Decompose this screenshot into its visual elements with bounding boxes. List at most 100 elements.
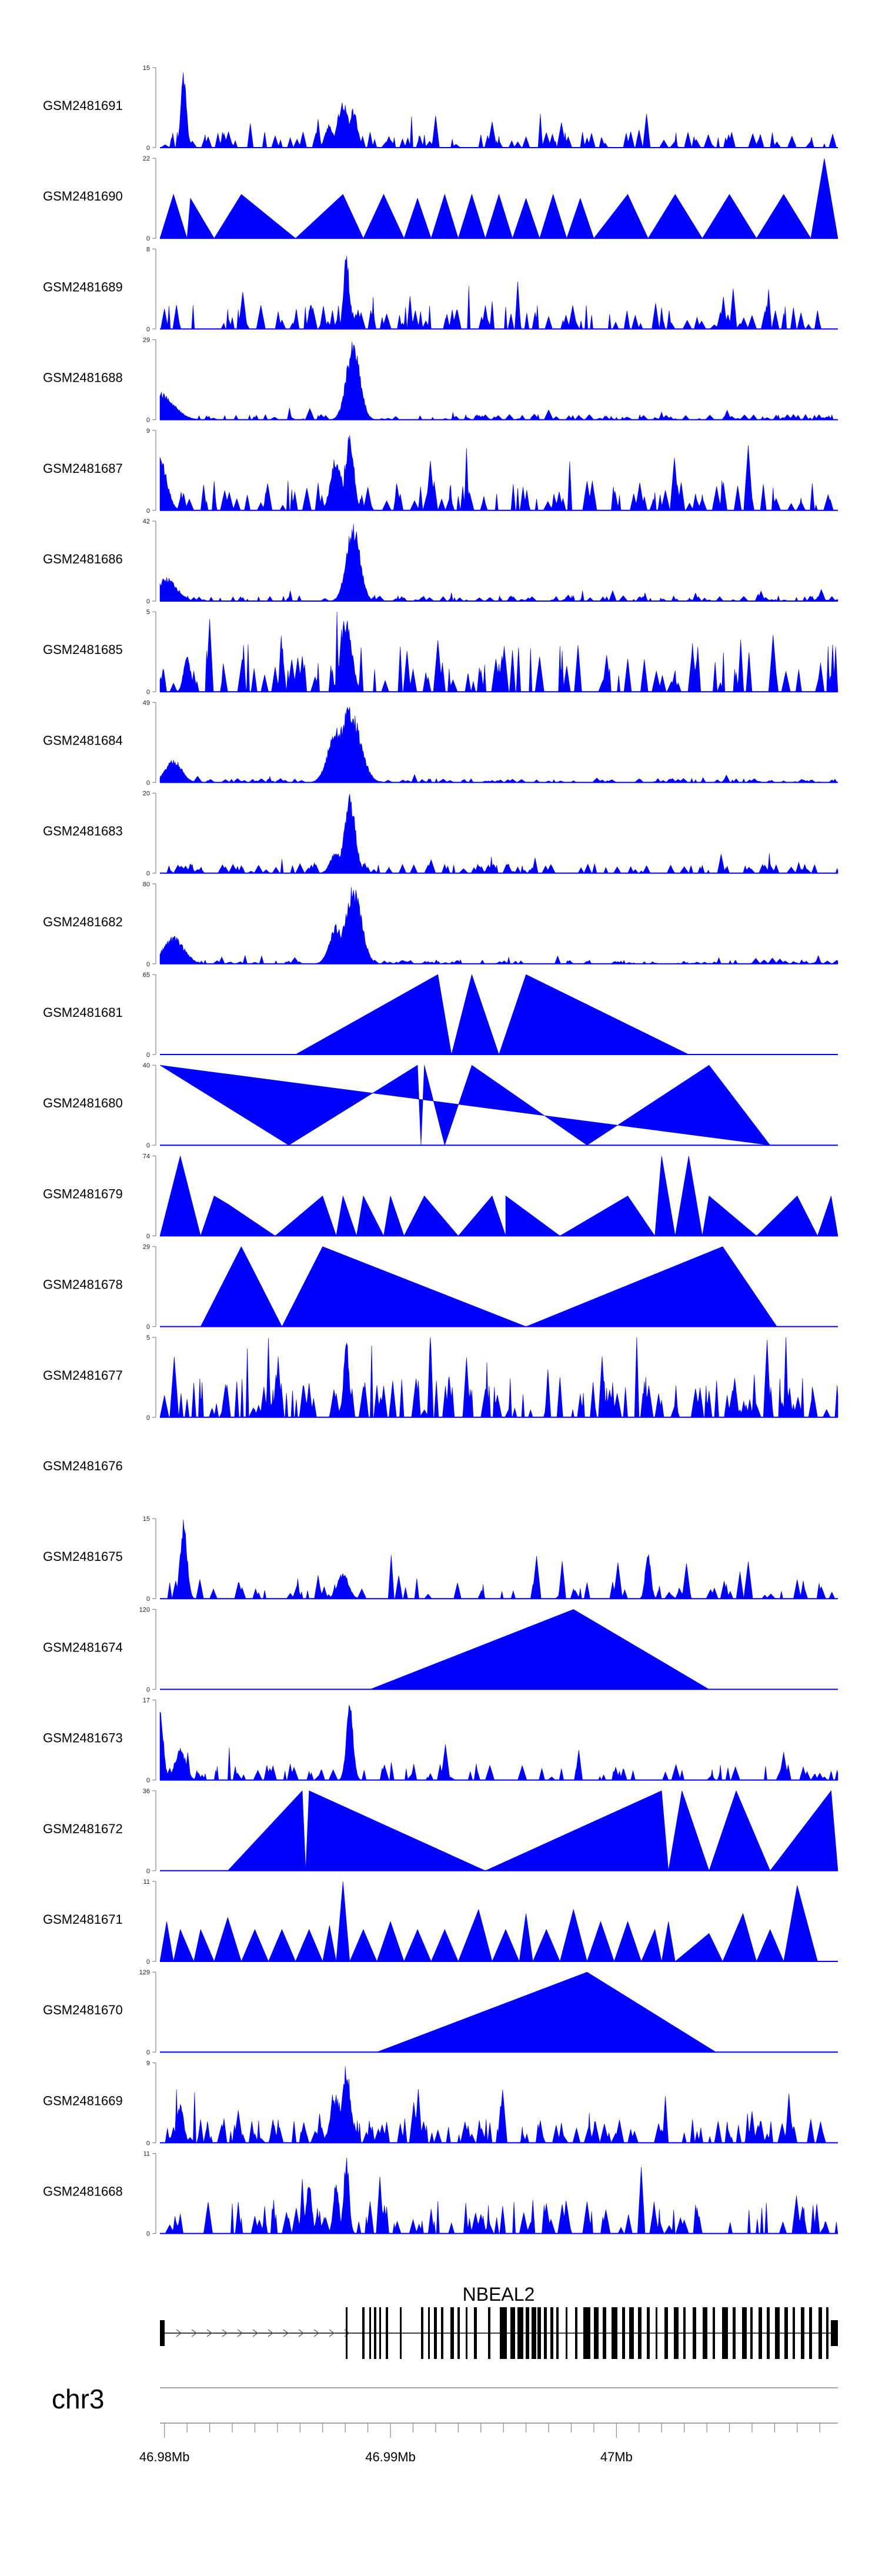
exon-block xyxy=(466,2307,467,2359)
exon-block xyxy=(575,2307,577,2359)
exon-block xyxy=(441,2307,443,2359)
strand-arrow xyxy=(268,2329,273,2337)
y-min-label: 0 xyxy=(146,2140,150,2147)
track-GSM2481688: GSM2481688 29 0 xyxy=(43,337,838,424)
y-min-label: 0 xyxy=(146,598,150,605)
track-GSM2481669: GSM2481669 9 0 xyxy=(43,2060,838,2147)
track-label: GSM2481685 xyxy=(43,642,123,657)
strand-arrow xyxy=(298,2329,304,2337)
track-GSM2481687: GSM2481687 9 0 xyxy=(43,428,838,515)
y-max-label: 11 xyxy=(143,1878,150,1886)
exon-block xyxy=(400,2307,402,2359)
y-max-label: 8 xyxy=(146,246,150,253)
strand-arrow xyxy=(313,2329,319,2337)
exon-block xyxy=(612,2307,617,2359)
chromosome-label: chr3 xyxy=(52,2384,104,2414)
coverage-area xyxy=(159,706,838,783)
track-GSM2481671: GSM2481671 11 0 xyxy=(43,1878,838,1966)
track-label: GSM2481669 xyxy=(43,2093,123,2108)
track-GSM2481686: GSM2481686 42 0 xyxy=(43,518,838,605)
y-min-label: 0 xyxy=(146,961,150,968)
exon-block xyxy=(713,2307,715,2359)
exon-block xyxy=(386,2307,388,2359)
y-min-label: 0 xyxy=(146,1052,150,1059)
track-GSM2481676: GSM2481676 xyxy=(43,1459,123,1473)
track-label: GSM2481686 xyxy=(43,552,123,566)
track-GSM2481680: GSM2481680 40 0 xyxy=(43,1062,838,1149)
tick-label: 46.99Mb xyxy=(365,2450,416,2464)
track-label: GSM2481682 xyxy=(43,915,123,929)
strand-arrow xyxy=(329,2329,335,2337)
y-max-label: 17 xyxy=(143,1697,150,1704)
exon-block xyxy=(362,2307,365,2359)
exon-block xyxy=(793,2307,795,2359)
gene-model-track: NBEAL2 xyxy=(160,2284,838,2359)
y-max-label: 65 xyxy=(143,972,150,979)
track-panel: GSM2481691150GSM2481690220GSM248168980GS… xyxy=(43,65,838,2238)
coverage-area xyxy=(159,612,838,692)
genome-axis: chr3 46.98Mb 46.99Mb 47Mb xyxy=(52,2384,838,2464)
track-label: GSM2481683 xyxy=(43,824,123,839)
y-min-label: 0 xyxy=(146,326,150,333)
y-max-label: 29 xyxy=(143,1244,150,1251)
track-label: GSM2481675 xyxy=(43,1549,123,1564)
y-max-label: 5 xyxy=(146,1334,150,1342)
y-max-label: 120 xyxy=(139,1606,150,1613)
tick-label: 46.98Mb xyxy=(139,2450,190,2464)
tick-label: 47Mb xyxy=(600,2450,633,2464)
exon-block xyxy=(801,2307,804,2359)
track-label: GSM2481668 xyxy=(43,2184,123,2199)
track-GSM2481678: GSM2481678 29 0 xyxy=(43,1244,838,1331)
exon-block xyxy=(474,2307,477,2359)
exon-block xyxy=(722,2307,728,2359)
strand-arrow xyxy=(283,2329,289,2337)
coverage-area xyxy=(160,72,838,148)
track-GSM2481670: GSM2481670 129 0 xyxy=(43,1969,838,2056)
strand-arrow xyxy=(237,2329,243,2337)
exon-block xyxy=(434,2307,437,2359)
coverage-area xyxy=(295,973,689,1055)
track-label: GSM2481687 xyxy=(43,461,123,476)
y-min-label: 0 xyxy=(146,2231,150,2238)
exon-block xyxy=(374,2307,376,2359)
track-label: GSM2481681 xyxy=(43,1005,123,1020)
track-label: GSM2481670 xyxy=(43,2003,123,2017)
coverage-area xyxy=(159,887,838,965)
track-label: GSM2481680 xyxy=(43,1096,123,1110)
track-GSM2481683: GSM2481683 20 0 xyxy=(43,790,838,877)
y-min-label: 0 xyxy=(146,1233,150,1240)
exon-block xyxy=(550,2307,553,2359)
y-min-label: 0 xyxy=(146,1777,150,1784)
track-GSM2481681: GSM2481681 65 0 xyxy=(43,972,838,1059)
coverage-area xyxy=(159,1337,838,1418)
coverage-area xyxy=(160,2157,838,2234)
track-label: GSM2481678 xyxy=(43,1277,123,1292)
exon-block xyxy=(647,2307,650,2359)
exon-block xyxy=(656,2307,657,2359)
coverage-area xyxy=(159,1065,771,1146)
track-GSM2481674: GSM2481674 120 0 xyxy=(43,1606,838,1693)
y-max-label: 11 xyxy=(143,2151,150,2158)
y-max-label: 42 xyxy=(143,518,150,525)
exon-block xyxy=(450,2307,454,2359)
y-max-label: 74 xyxy=(143,1153,150,1160)
coverage-area xyxy=(159,523,838,602)
coverage-area xyxy=(159,1704,838,1781)
exon-block xyxy=(775,2307,780,2359)
exon-block xyxy=(500,2307,507,2359)
coverage-area xyxy=(200,1246,777,1327)
y-max-label: 20 xyxy=(143,790,150,798)
y-max-label: 80 xyxy=(143,881,150,888)
exon-block xyxy=(526,2307,529,2359)
exon-block xyxy=(556,2307,559,2359)
exon-block xyxy=(767,2307,770,2359)
strand-arrow xyxy=(176,2329,182,2337)
exon-block xyxy=(421,2307,423,2359)
coverage-area xyxy=(159,435,838,511)
exon-block xyxy=(703,2307,707,2359)
y-max-label: 9 xyxy=(146,2060,150,2067)
y-min-label: 0 xyxy=(146,779,150,786)
exon-block xyxy=(488,2307,490,2359)
y-max-label: 129 xyxy=(139,1969,150,1976)
y-min-label: 0 xyxy=(146,145,150,152)
